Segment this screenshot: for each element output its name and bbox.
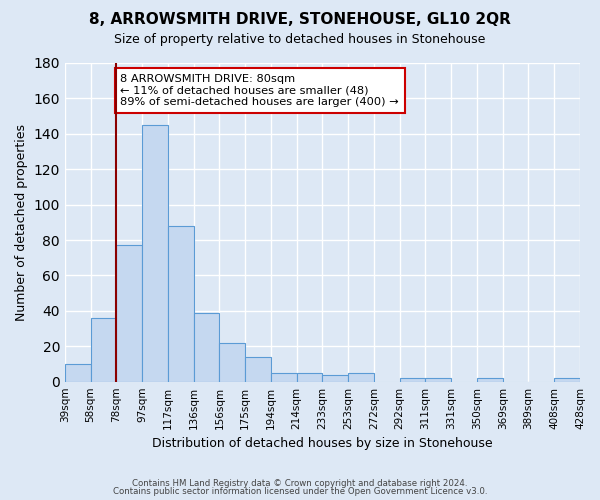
Bar xyxy=(425,378,451,382)
Bar xyxy=(65,364,91,382)
Text: Contains HM Land Registry data © Crown copyright and database right 2024.: Contains HM Land Registry data © Crown c… xyxy=(132,478,468,488)
Bar xyxy=(271,373,297,382)
Bar xyxy=(400,378,425,382)
Bar xyxy=(348,373,374,382)
Text: Size of property relative to detached houses in Stonehouse: Size of property relative to detached ho… xyxy=(115,32,485,46)
Bar xyxy=(322,374,348,382)
Bar xyxy=(116,246,142,382)
Bar xyxy=(297,373,322,382)
Text: 8, ARROWSMITH DRIVE, STONEHOUSE, GL10 2QR: 8, ARROWSMITH DRIVE, STONEHOUSE, GL10 2Q… xyxy=(89,12,511,28)
X-axis label: Distribution of detached houses by size in Stonehouse: Distribution of detached houses by size … xyxy=(152,437,493,450)
Bar xyxy=(194,312,220,382)
Text: 8 ARROWSMITH DRIVE: 80sqm
← 11% of detached houses are smaller (48)
89% of semi-: 8 ARROWSMITH DRIVE: 80sqm ← 11% of detac… xyxy=(120,74,399,107)
Y-axis label: Number of detached properties: Number of detached properties xyxy=(15,124,28,321)
Bar xyxy=(554,378,580,382)
Bar xyxy=(220,342,245,382)
Bar xyxy=(168,226,194,382)
Bar xyxy=(245,357,271,382)
Text: Contains public sector information licensed under the Open Government Licence v3: Contains public sector information licen… xyxy=(113,487,487,496)
Bar xyxy=(142,125,168,382)
Bar xyxy=(91,318,116,382)
Bar xyxy=(477,378,503,382)
